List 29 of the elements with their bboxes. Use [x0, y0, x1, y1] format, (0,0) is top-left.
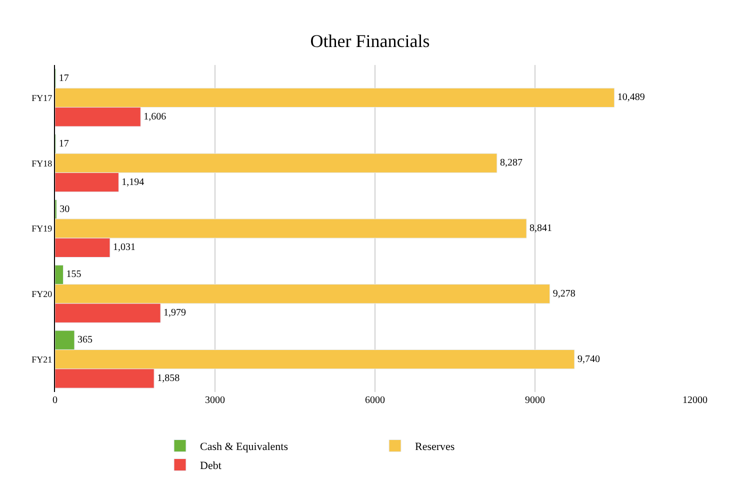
y-tick-label: FY20 — [32, 289, 53, 300]
data-label: 10,489 — [617, 92, 645, 104]
data-label: 155 — [66, 269, 82, 280]
x-tick-label: 3000 — [205, 395, 225, 406]
data-label: 1,606 — [144, 111, 166, 122]
data-label: 8,287 — [500, 158, 522, 169]
x-tick-label: 12000 — [682, 395, 708, 406]
data-label: 1,858 — [157, 372, 180, 384]
data-label: 30 — [60, 204, 70, 215]
legend-label: Cash & Equivalents — [200, 441, 288, 454]
data-label: 9,278 — [552, 288, 576, 300]
y-tick-label: FY17 — [32, 92, 53, 103]
data-label: 17 — [58, 73, 69, 84]
data-label: 365 — [77, 334, 92, 346]
data-label: 1,979 — [164, 308, 186, 319]
y-tick-label: FY19 — [32, 224, 53, 234]
data-label: 1,194 — [122, 176, 144, 188]
x-tick-label: 0 — [52, 395, 58, 406]
chart-title: Other Financials — [310, 30, 430, 51]
data-label: 1,031 — [112, 242, 136, 254]
legend-label: Debt — [200, 460, 222, 472]
data-label: 8,841 — [530, 223, 552, 234]
data-label: 9,740 — [577, 354, 600, 365]
x-tick-label: 9000 — [525, 395, 545, 406]
data-label: 17 — [58, 138, 69, 150]
y-tick-label: FY21 — [32, 354, 52, 364]
x-tick-label: 6000 — [365, 395, 385, 406]
legend-label: Reserves — [415, 441, 455, 454]
y-tick-label: FY18 — [32, 158, 53, 168]
